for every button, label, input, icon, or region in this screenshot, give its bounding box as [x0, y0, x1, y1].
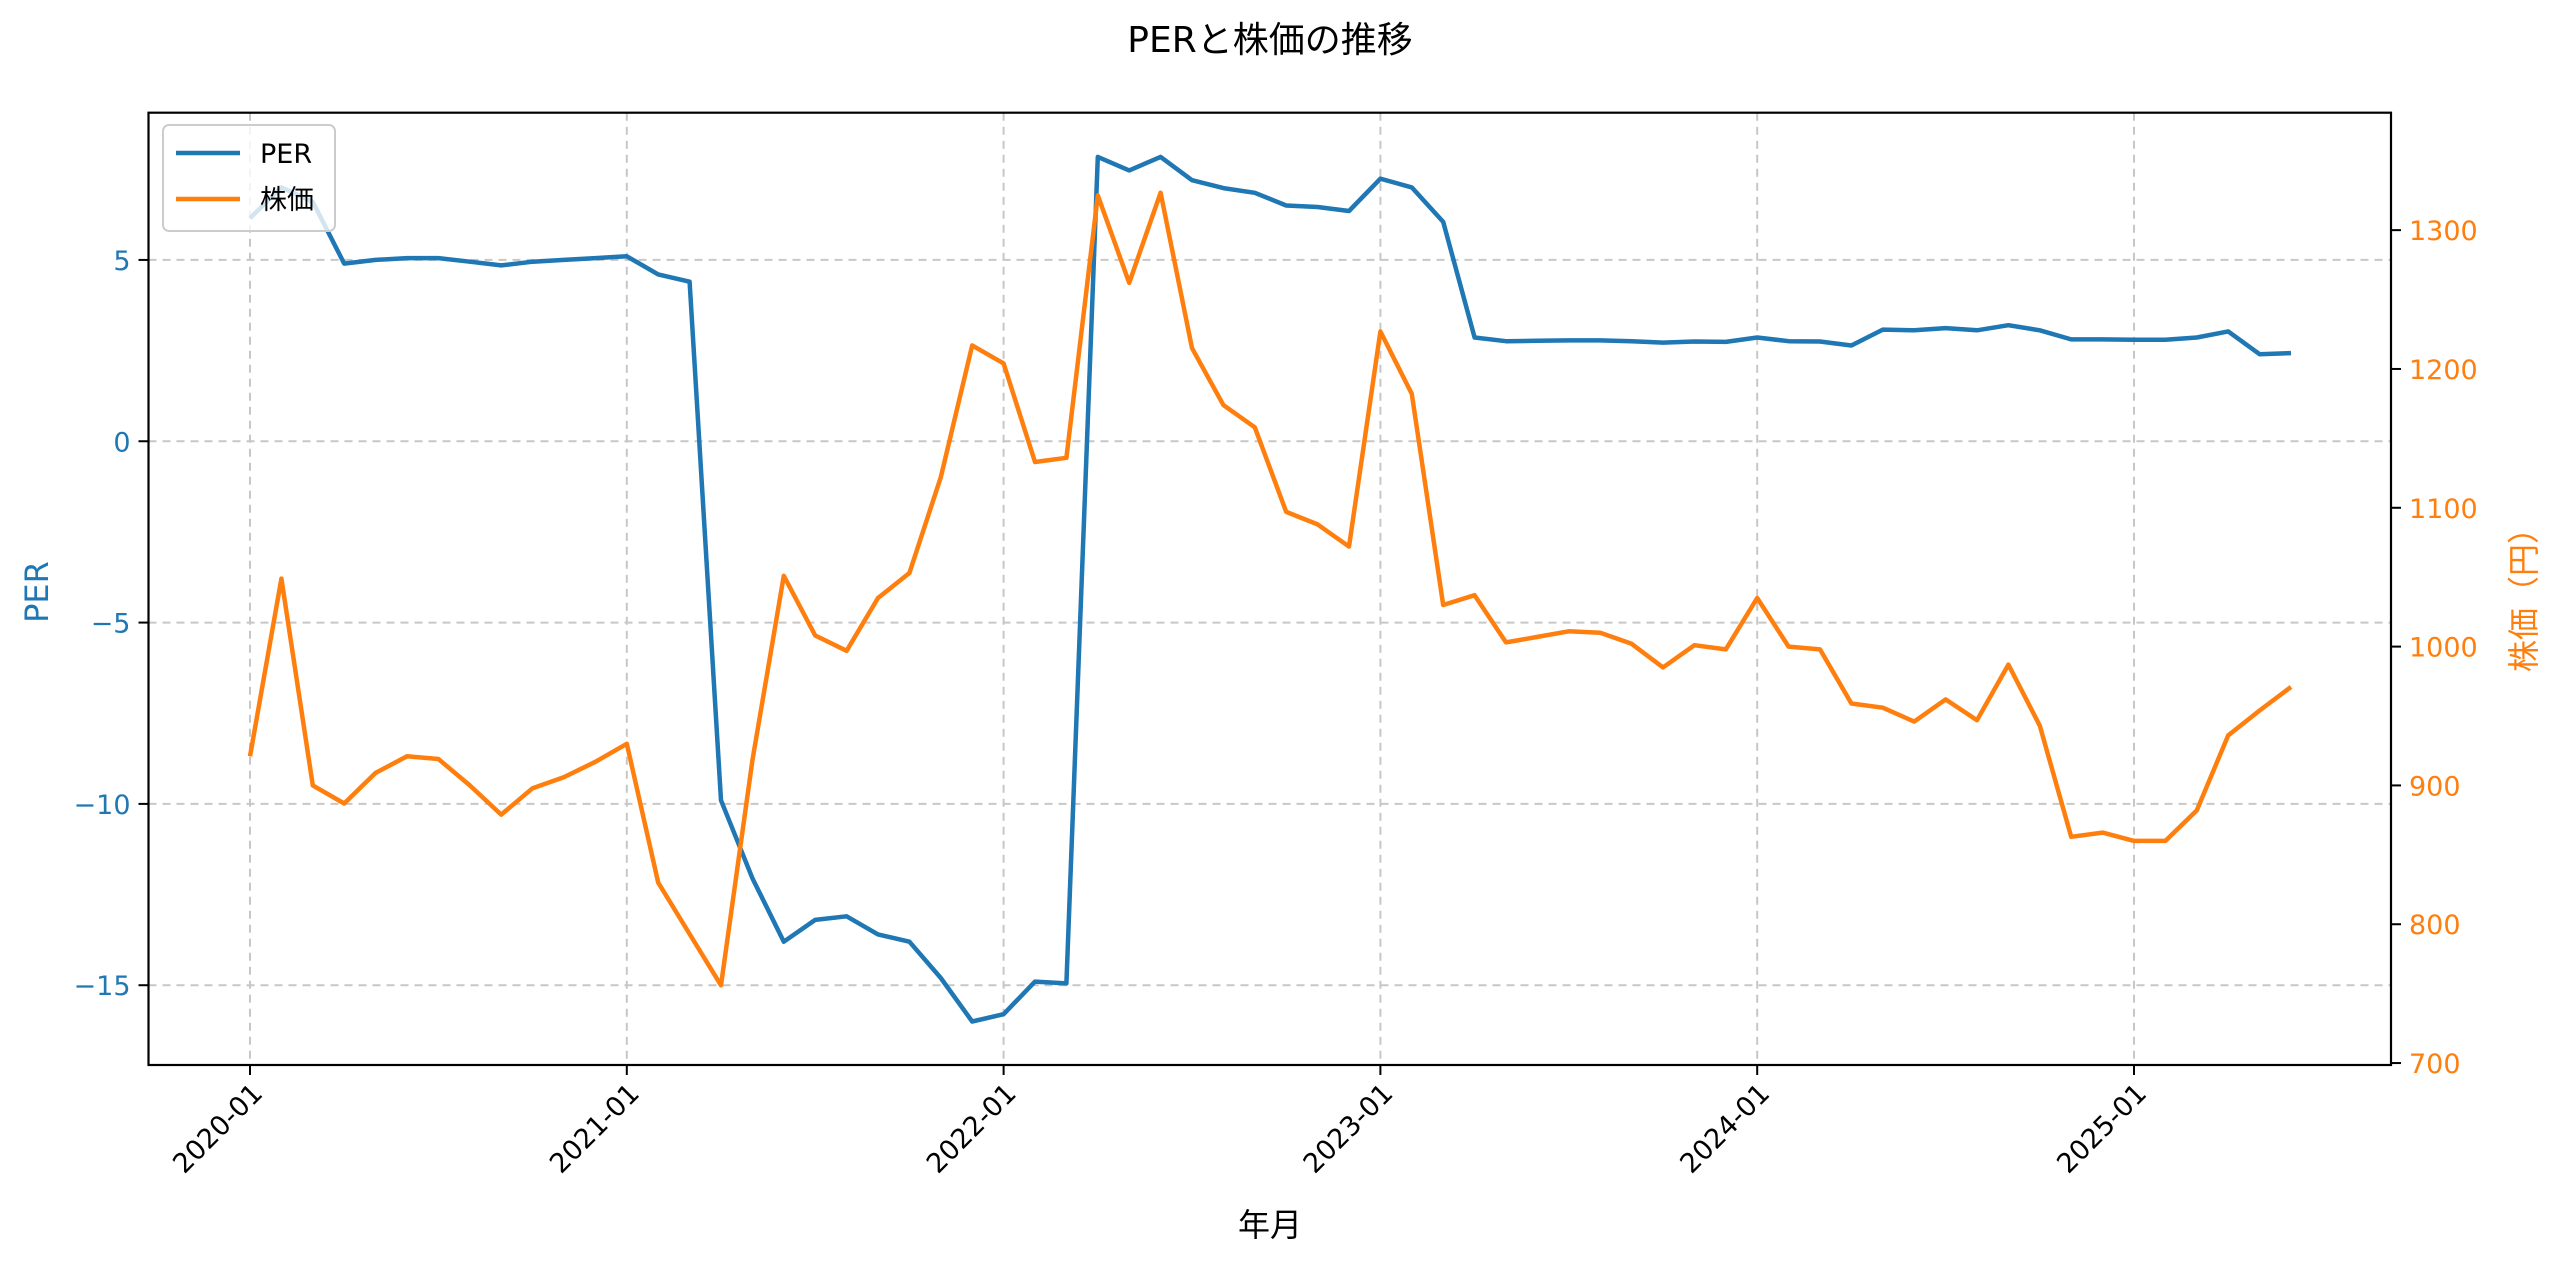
plot-frame: [147, 111, 2393, 1067]
y-right-tick-label: 1300: [2409, 216, 2478, 247]
y-right-tick-label: 1100: [2409, 494, 2478, 525]
y-right-tick-label: 900: [2409, 771, 2461, 802]
y-right-tick-label: 700: [2409, 1049, 2461, 1080]
x-axis-title: 年月: [1238, 1206, 1302, 1244]
y-right-tick-label: 1000: [2409, 633, 2478, 664]
y-right-tick-label: 1200: [2409, 355, 2478, 386]
price-line: [247, 190, 2293, 988]
y-left-tick-label: −5: [91, 609, 131, 640]
y-right-tick-label: 800: [2409, 910, 2461, 941]
grid-lines: [148, 112, 2391, 1065]
y-left-tick-label: −10: [74, 790, 131, 821]
y-axis-right-title: 株価（円）: [2505, 512, 2543, 672]
y-axis-left-title: PER: [18, 561, 56, 623]
chart-title: PERと株価の推移: [1127, 20, 1412, 61]
legend-label-price: 株価: [260, 185, 314, 216]
legend: PER 株価: [162, 124, 336, 232]
y-left-tick-label: 5: [113, 246, 130, 277]
data-series: [247, 154, 2293, 1024]
per-line: [248, 154, 2292, 1024]
y-left-tick-label: 0: [113, 427, 130, 458]
y-axis-right: 1300 1200 1100 1000 900 800 700: [2391, 216, 2478, 1080]
y-axis-left: 5 0 −5 −10 −15: [74, 246, 149, 1002]
legend-label-per: PER: [260, 139, 312, 170]
y-left-tick-label: −15: [74, 971, 131, 1002]
